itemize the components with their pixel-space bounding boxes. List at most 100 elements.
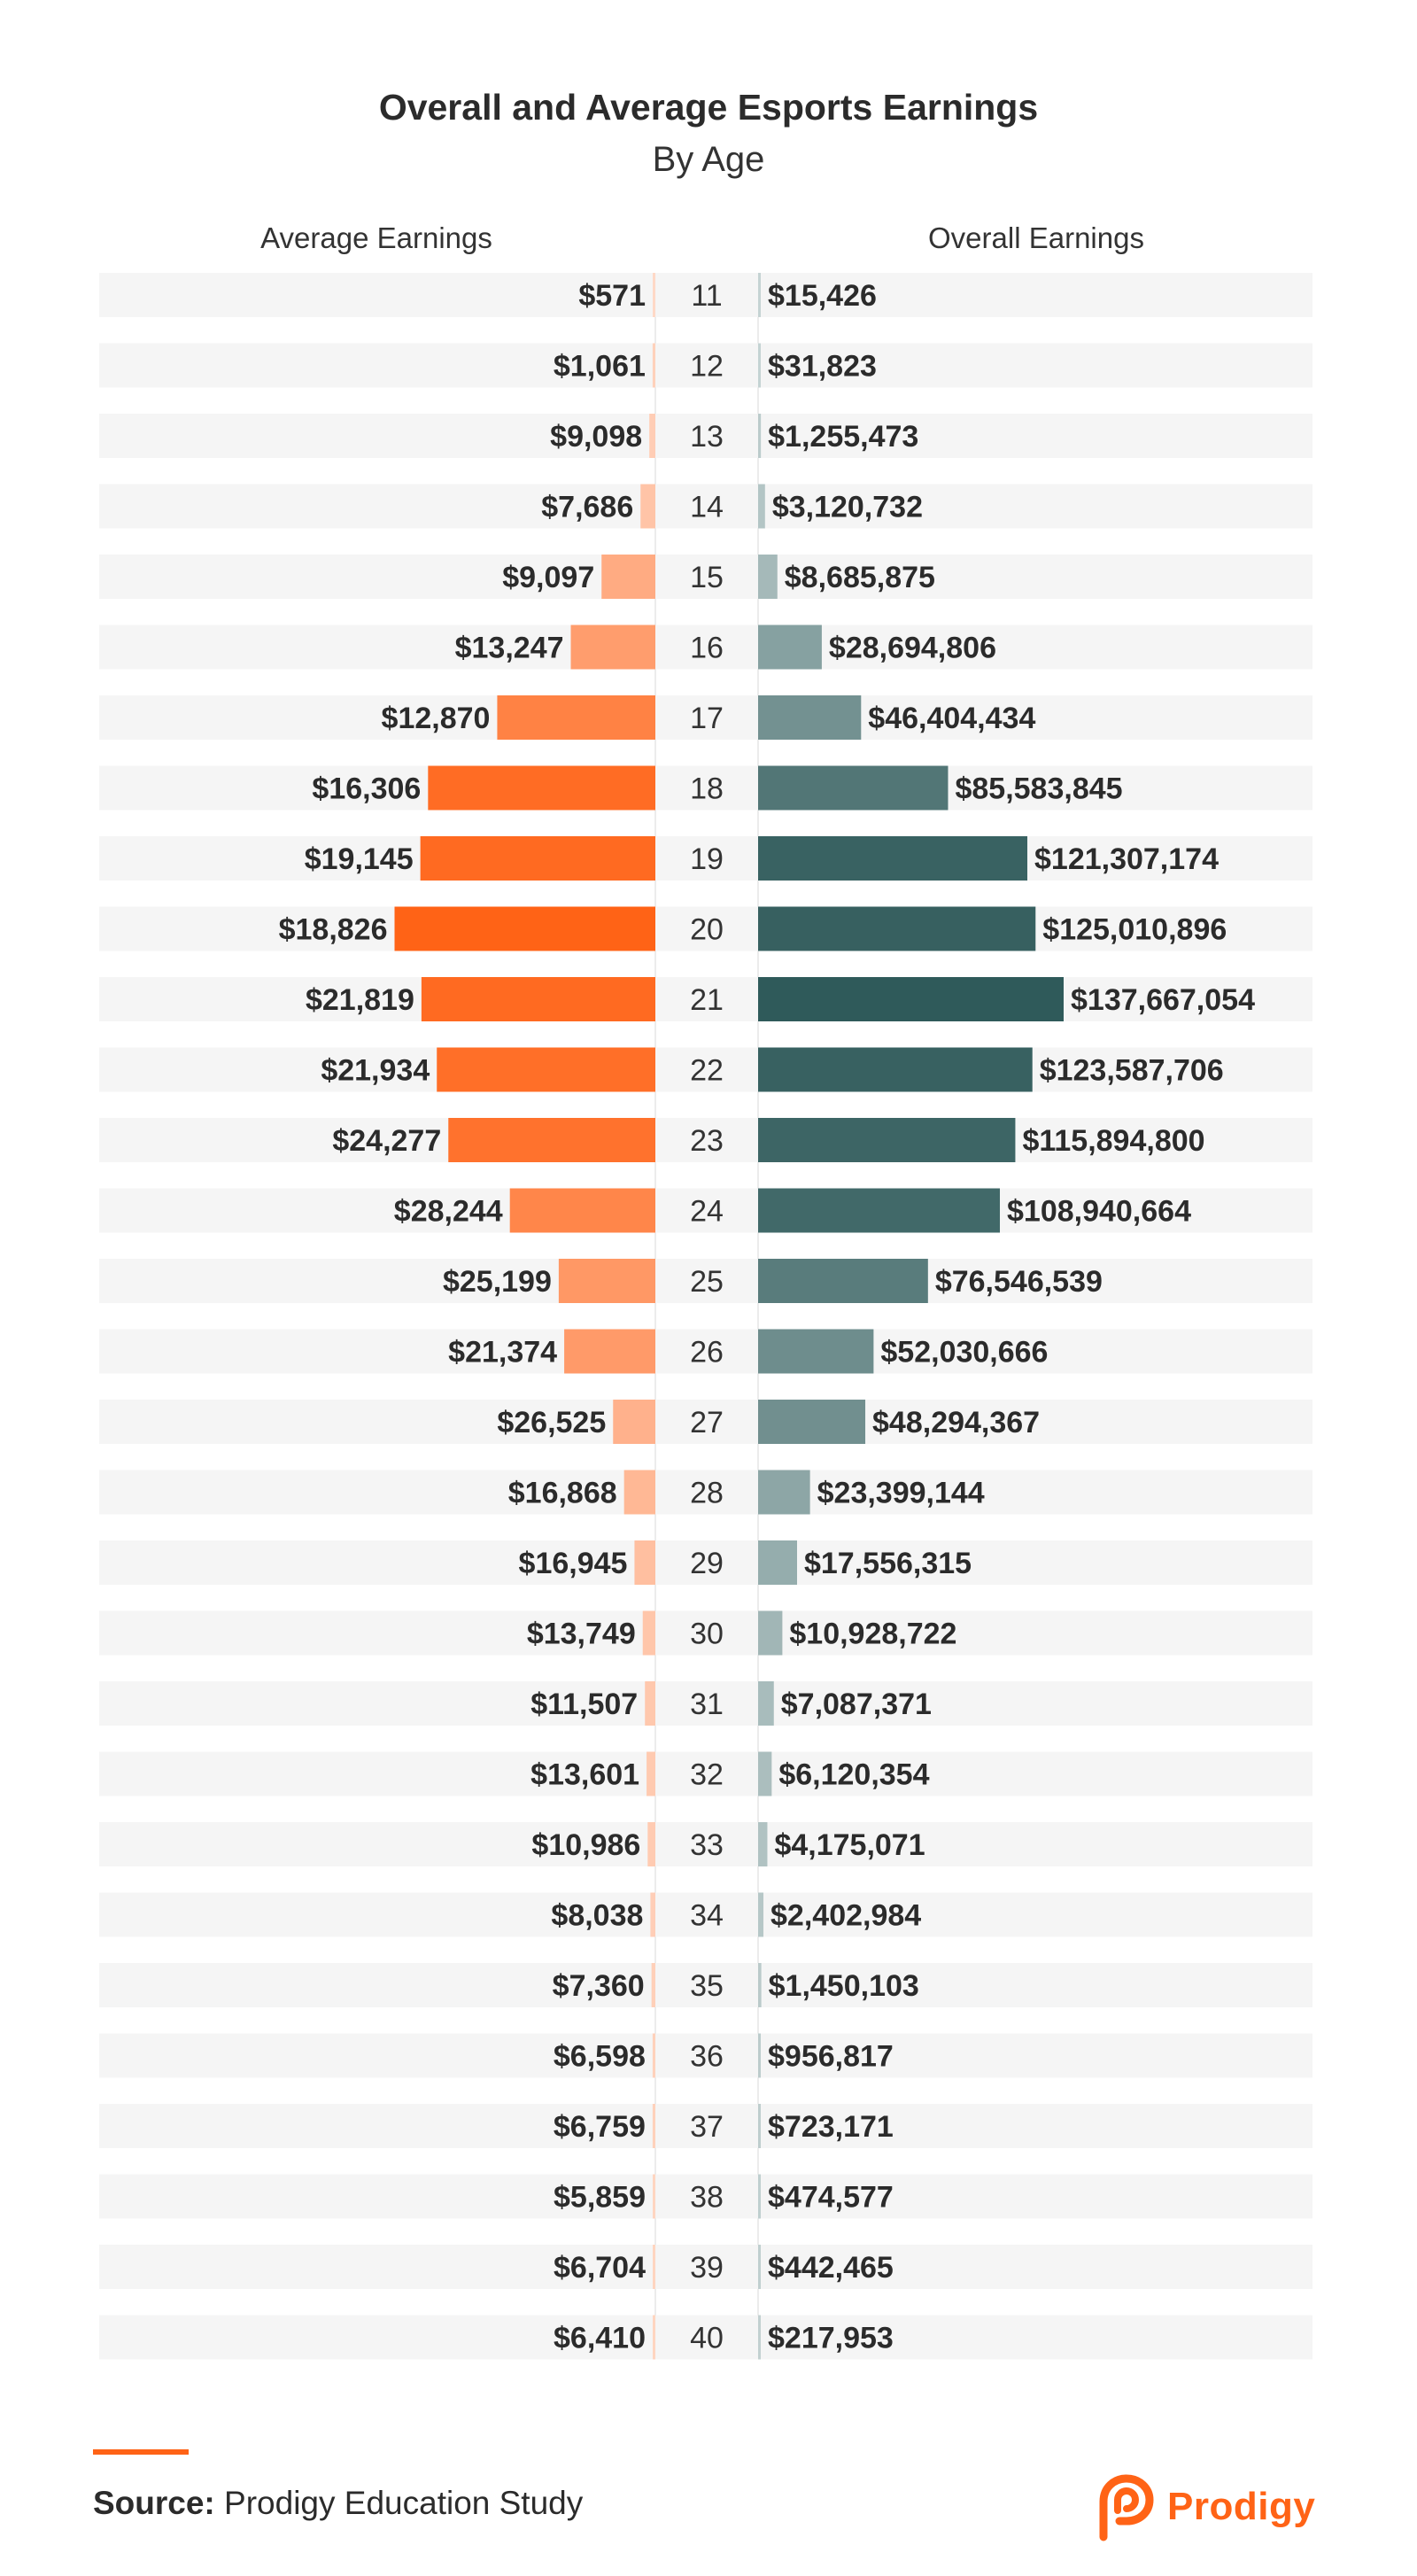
overall-earnings-label: $15,426 bbox=[768, 279, 877, 313]
row-background bbox=[99, 1963, 1312, 2007]
average-earnings-bar bbox=[601, 555, 655, 599]
average-earnings-label: $24,277 bbox=[332, 1124, 441, 1158]
row-background bbox=[99, 2315, 1312, 2360]
overall-earnings-label: $956,817 bbox=[768, 2040, 894, 2074]
row-background bbox=[99, 1681, 1312, 1726]
average-earnings-bar bbox=[448, 1118, 655, 1162]
right-axis-title: Overall Earnings bbox=[928, 221, 1144, 254]
overall-earnings-bar bbox=[758, 1963, 762, 2007]
average-earnings-bar bbox=[653, 2174, 655, 2219]
average-earnings-label: $16,945 bbox=[519, 1547, 628, 1580]
average-earnings-label: $6,598 bbox=[554, 2040, 646, 2074]
overall-earnings-label: $121,307,174 bbox=[1034, 842, 1219, 876]
average-earnings-bar bbox=[652, 2033, 655, 2078]
row-background bbox=[99, 1329, 1312, 1374]
overall-earnings-bar bbox=[758, 2174, 761, 2219]
age-tick-label: 22 bbox=[690, 1054, 724, 1088]
age-tick-label: 32 bbox=[690, 1758, 724, 1792]
age-tick-label: 38 bbox=[690, 2181, 724, 2215]
brand-logo[interactable]: Prodigy bbox=[1091, 2471, 1339, 2542]
age-tick-label: 39 bbox=[690, 2251, 724, 2285]
average-earnings-bar bbox=[509, 1188, 655, 1233]
row-background bbox=[99, 836, 1312, 881]
age-tick-label: 37 bbox=[690, 2110, 724, 2144]
overall-earnings-bar bbox=[758, 977, 1064, 1021]
average-earnings-bar bbox=[437, 1047, 655, 1092]
row-background bbox=[99, 625, 1312, 670]
average-earnings-bar bbox=[649, 414, 655, 458]
overall-earnings-bar bbox=[758, 1259, 928, 1303]
chart-subtitle: By Age bbox=[652, 140, 765, 179]
average-earnings-bar bbox=[564, 1329, 655, 1374]
average-earnings-bar bbox=[645, 1681, 655, 1726]
row-background bbox=[99, 1400, 1312, 1444]
average-earnings-bar bbox=[640, 484, 655, 529]
row-background bbox=[99, 484, 1312, 529]
average-earnings-label: $19,145 bbox=[305, 842, 414, 876]
overall-earnings-bar bbox=[758, 2033, 761, 2078]
overall-earnings-label: $2,402,984 bbox=[770, 1899, 921, 1933]
average-earnings-bar bbox=[650, 1892, 655, 1937]
overall-earnings-label: $48,294,367 bbox=[872, 1406, 1040, 1439]
age-tick-label: 14 bbox=[690, 491, 724, 524]
overall-earnings-bar bbox=[758, 765, 949, 811]
row-background bbox=[99, 273, 1312, 317]
average-earnings-bar bbox=[623, 1470, 655, 1515]
chart-title: Overall and Average Esports Earnings bbox=[378, 87, 1039, 128]
average-earnings-bar bbox=[428, 765, 655, 811]
age-tick-label: 34 bbox=[690, 1899, 724, 1933]
average-earnings-label: $13,247 bbox=[455, 632, 564, 665]
row-background bbox=[99, 555, 1312, 599]
row-background bbox=[99, 1751, 1312, 1796]
row-background bbox=[99, 2033, 1312, 2078]
average-earnings-label: $1,061 bbox=[554, 350, 646, 384]
age-tick-label: 20 bbox=[690, 913, 724, 947]
overall-earnings-label: $10,928,722 bbox=[789, 1618, 956, 1651]
overall-earnings-bar bbox=[758, 1118, 1016, 1162]
overall-earnings-label: $442,465 bbox=[768, 2251, 894, 2285]
age-tick-label: 29 bbox=[690, 1547, 724, 1580]
row-background bbox=[99, 1892, 1312, 1937]
average-earnings-bar bbox=[647, 1822, 655, 1866]
overall-earnings-label: $85,583,845 bbox=[955, 772, 1122, 806]
overall-earnings-bar bbox=[758, 343, 761, 388]
average-earnings-label: $7,360 bbox=[553, 1969, 645, 2003]
row-background bbox=[99, 977, 1312, 1021]
average-earnings-label: $21,819 bbox=[306, 983, 414, 1017]
overall-earnings-label: $137,667,054 bbox=[1071, 983, 1255, 1017]
age-tick-label: 13 bbox=[690, 420, 724, 454]
age-tick-label: 40 bbox=[690, 2322, 724, 2355]
overall-earnings-bar bbox=[758, 1751, 772, 1796]
overall-earnings-label: $217,953 bbox=[768, 2322, 894, 2355]
age-tick-label: 30 bbox=[690, 1618, 724, 1651]
overall-earnings-bar bbox=[758, 1400, 866, 1444]
overall-earnings-label: $76,546,539 bbox=[935, 1265, 1103, 1299]
row-background bbox=[99, 1822, 1312, 1866]
age-tick-label: 28 bbox=[690, 1477, 724, 1510]
average-earnings-label: $26,525 bbox=[497, 1406, 606, 1439]
age-tick-label: 36 bbox=[690, 2040, 724, 2074]
average-earnings-label: $13,601 bbox=[530, 1758, 639, 1792]
prodigy-logo-icon bbox=[1099, 2474, 1154, 2541]
average-earnings-label: $25,199 bbox=[443, 1265, 552, 1299]
average-earnings-bar bbox=[497, 695, 655, 740]
average-earnings-bar bbox=[652, 2104, 655, 2148]
age-tick-label: 31 bbox=[690, 1688, 724, 1721]
chart-svg: $571 11 $15,426 $1,061 12 $31,823 $9,098 13 $1,2… bbox=[99, 273, 1312, 2360]
age-tick-label: 25 bbox=[690, 1265, 724, 1299]
row-background bbox=[99, 906, 1312, 951]
overall-earnings-label: $17,556,315 bbox=[804, 1547, 972, 1580]
average-earnings-label: $571 bbox=[578, 279, 646, 313]
age-tick-label: 23 bbox=[690, 1124, 724, 1158]
average-earnings-bar bbox=[642, 1610, 655, 1656]
source-note: Source: Prodigy Education Study bbox=[93, 2485, 583, 2522]
overall-earnings-bar bbox=[758, 1681, 774, 1726]
average-earnings-label: $10,986 bbox=[531, 1828, 640, 1862]
row-background bbox=[99, 2174, 1312, 2219]
average-earnings-bar bbox=[420, 836, 655, 881]
overall-earnings-label: $28,694,806 bbox=[829, 632, 996, 665]
average-earnings-label: $11,507 bbox=[530, 1688, 638, 1721]
overall-earnings-label: $6,120,354 bbox=[778, 1758, 929, 1792]
overall-earnings-bar bbox=[758, 484, 765, 529]
overall-earnings-bar bbox=[758, 2245, 761, 2289]
